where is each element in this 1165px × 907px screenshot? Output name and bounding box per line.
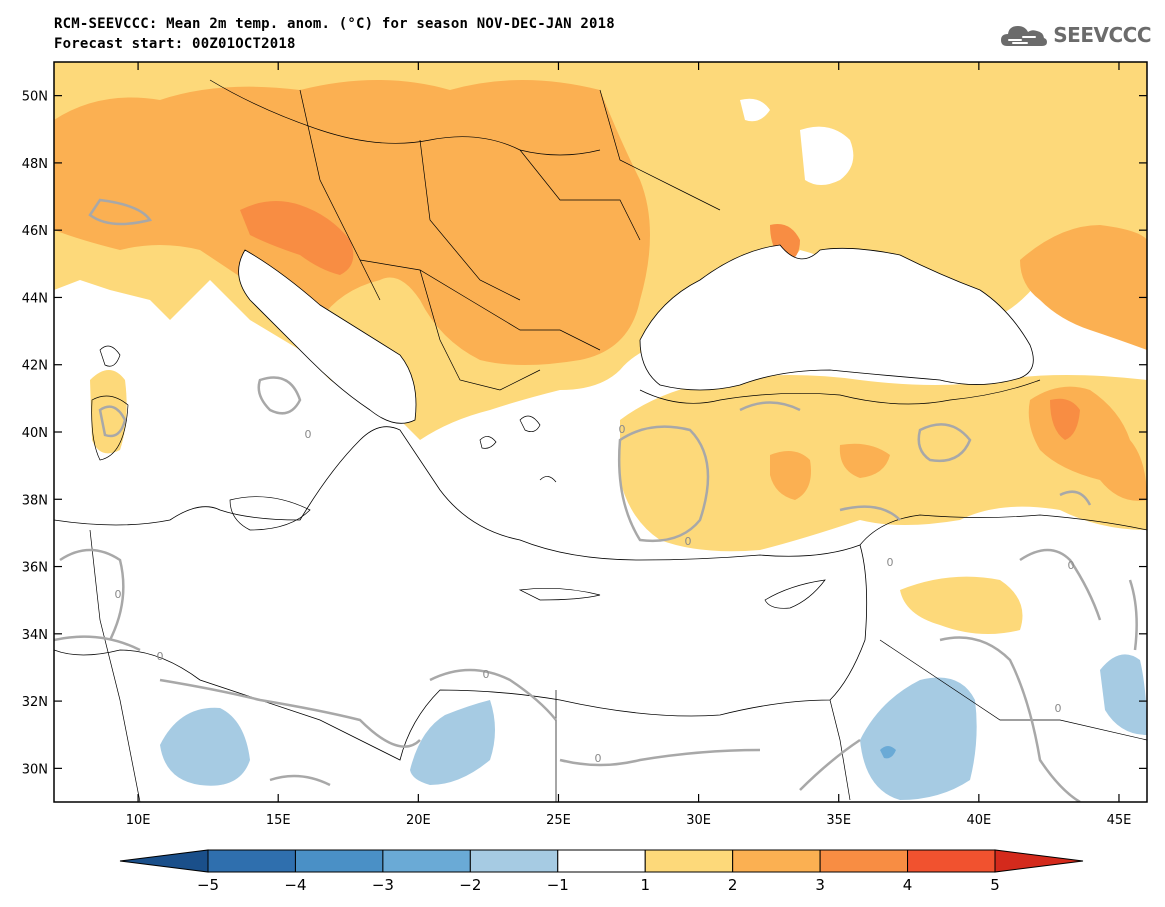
colorbar-segment: [382, 849, 471, 873]
lat-tick-label: 32N: [22, 695, 48, 710]
contour-label: 0: [887, 556, 894, 569]
colorbar-segment: [207, 849, 296, 873]
anomaly-zone-neg-1-2: [860, 677, 977, 800]
contour-label: 0: [483, 668, 490, 681]
colorbar-label: −4: [284, 876, 306, 894]
longitude-axis: 10E 15E 20E 25E 30E 35E 40E 45E: [126, 62, 1132, 828]
colorbar-label: −2: [459, 876, 481, 894]
anomaly-zone-near-zero: [740, 98, 770, 122]
colorbar-segment: [644, 849, 734, 873]
lat-tick-label: 42N: [22, 359, 48, 374]
anomaly-zone-3-4: [1050, 398, 1080, 440]
lon-tick-label: 40E: [966, 813, 991, 828]
anomaly-zone-2-3: [54, 80, 650, 365]
colorbar-label: −5: [197, 876, 219, 894]
colorbar-max-arrow: [994, 849, 1084, 873]
colorbar-label: 4: [903, 876, 913, 894]
contour-labels: 0 0 0 0 0 0 0 0 0 0: [115, 423, 1075, 765]
contour-label: 0: [595, 752, 602, 765]
country-borders: [89, 79, 1147, 802]
adriatic-sea: [238, 249, 417, 424]
colorbar-label: −3: [372, 876, 394, 894]
lon-tick-label: 15E: [266, 813, 291, 828]
map-title: RCM-SEEVCCC: Mean 2m temp. anom. (°C) fo…: [54, 14, 615, 54]
lat-tick-label: 46N: [22, 224, 48, 239]
anomaly-zone-near-zero: [800, 126, 854, 185]
anomaly-zone-1-2: [900, 576, 1023, 634]
latitude-axis: 50N 48N 46N 44N 42N 40N 38N 36N 34N 32N 30N: [22, 90, 1147, 777]
lat-tick-label: 48N: [22, 157, 48, 172]
anomaly-zone-2-3: [1020, 225, 1147, 350]
colorbar: −5 −4 −3 −2 −1 1 2 3 4 5: [119, 849, 1084, 894]
colorbar-segment: [557, 849, 646, 873]
lon-tick-label: 45E: [1107, 813, 1132, 828]
anomaly-zone-2-3: [839, 443, 890, 478]
colorbar-label: 1: [640, 876, 650, 894]
coastline-islands: [91, 345, 826, 609]
anomaly-zone-neg-1-2: [410, 700, 495, 785]
title-line-1: RCM-SEEVCCC: Mean 2m temp. anom. (°C) fo…: [54, 16, 615, 32]
lat-tick-label: 36N: [22, 561, 48, 576]
contour-label: 0: [685, 535, 692, 548]
lat-tick-label: 38N: [22, 493, 48, 508]
colorbar-segment: [819, 849, 909, 873]
lon-tick-label: 35E: [826, 813, 851, 828]
anomaly-zone-neg-2-3: [880, 746, 896, 759]
contour-label: 0: [157, 650, 164, 663]
contour-label: 0: [1068, 559, 1075, 572]
lat-tick-label: 30N: [22, 762, 48, 777]
lon-tick-label: 10E: [126, 813, 151, 828]
colorbar-label: 2: [728, 876, 738, 894]
contour-label: 0: [115, 588, 122, 601]
zero-contours: [54, 198, 1138, 802]
anomaly-zone-neg-1-2: [1100, 654, 1147, 735]
lat-tick-label: 34N: [22, 628, 48, 643]
anomaly-zone-neg-1-2: [160, 707, 250, 786]
logo-text: SEEVCCC: [1053, 23, 1151, 47]
lat-tick-label: 44N: [22, 291, 48, 306]
contour-label: 0: [305, 428, 312, 441]
colorbar-segment: [732, 849, 821, 873]
anomaly-zone-3-4: [240, 201, 354, 275]
lat-tick-label: 40N: [22, 426, 48, 441]
colorbar-min-arrow: [119, 849, 209, 873]
anomaly-zone-2-3: [770, 451, 811, 500]
colorbar-label: 5: [990, 876, 1000, 894]
colorbar-label: 3: [815, 876, 825, 894]
contour-label: 0: [619, 423, 626, 436]
colorbar-segment: [907, 849, 996, 873]
cloud-icon: [1001, 26, 1048, 46]
colorbar-label: −1: [547, 876, 569, 894]
lon-tick-label: 30E: [686, 813, 711, 828]
lat-tick-label: 50N: [22, 90, 48, 105]
mediterranean-sea: [54, 426, 868, 761]
lon-tick-label: 20E: [406, 813, 431, 828]
contour-label: 0: [1055, 702, 1062, 715]
title-line-2: Forecast start: 00Z01OCT2018: [54, 36, 296, 52]
anomaly-field: [54, 62, 1147, 802]
lon-tick-label: 25E: [546, 813, 571, 828]
colorbar-segment: [469, 849, 559, 873]
tyrrhenian-sea: [128, 330, 300, 506]
black-sea: [639, 244, 1034, 391]
colorbar-segment: [294, 849, 384, 873]
seevccc-logo: SEEVCCC: [999, 20, 1151, 50]
